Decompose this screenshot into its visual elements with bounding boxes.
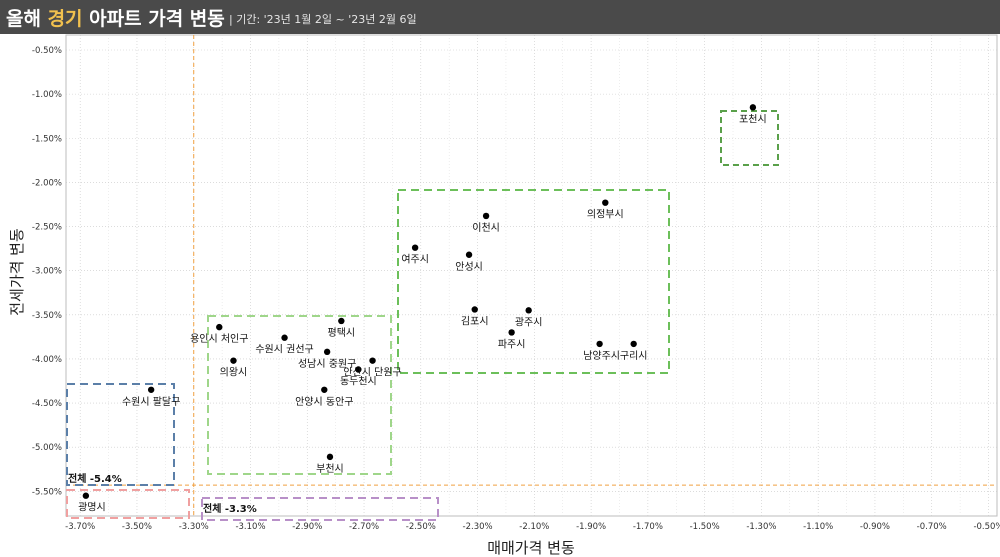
title-highlight: 경기 [47, 8, 83, 30]
x-axis-ticks: -3.70% -3.50% -3.30% -3.10% -2.90% -2.70% -2.5… [65, 522, 1000, 532]
y-tick-label: -1.00% [32, 90, 62, 100]
x-tick-label: -0.90% [860, 522, 890, 532]
x-tick-label: -3.50% [122, 522, 152, 532]
annotation-overall-jeonse: 전체 -5.4% [68, 472, 122, 485]
data-points [82, 104, 757, 499]
data-point-label: 포천시 [739, 113, 767, 125]
x-tick-label: -2.70% [349, 522, 379, 532]
x-tick-label: -1.90% [576, 522, 606, 532]
data-point-label: 안성시 [455, 261, 483, 273]
data-point-label: 용인시 처인구 [190, 333, 248, 345]
data-point-label: 평택시 [328, 327, 356, 339]
y-tick-label: -0.50% [32, 46, 62, 56]
data-point [630, 340, 637, 348]
data-point [281, 334, 288, 341]
data-point [465, 251, 473, 258]
group-box-green [397, 189, 670, 374]
data-point-label: 여주시 [401, 254, 429, 266]
data-point-label: 구리시 [620, 350, 648, 362]
data-point-label: 의왕시 [220, 367, 248, 379]
data-point [82, 492, 90, 499]
x-tick-label: -1.50% [690, 522, 720, 532]
data-point [525, 307, 532, 314]
annotation-overall-sale: 전체 -3.3% [203, 502, 257, 515]
reference-lines [66, 35, 997, 516]
x-tick-label: -1.10% [803, 522, 833, 532]
group-boxes [66, 110, 779, 521]
data-point-label: 광명시 [78, 502, 106, 514]
y-axis-ticks: -0.50% -1.00% -1.50% -2.00% -2.50% -3.00% -3.5… [32, 46, 62, 497]
data-point [411, 244, 419, 251]
data-point [338, 317, 345, 325]
x-tick-label: -0.70% [917, 522, 947, 532]
data-point [230, 357, 237, 364]
data-point-label: 부천시 [316, 463, 344, 475]
data-point [749, 104, 757, 111]
data-point [596, 340, 603, 348]
title-suffix: 아파트 가격 변동 [82, 8, 225, 30]
group-box-light-green [207, 315, 392, 475]
data-point [323, 348, 331, 356]
y-tick-label: -2.00% [32, 178, 62, 188]
data-point-label: 광주시 [515, 316, 543, 328]
y-axis-title: 전세가격 변동 [8, 228, 26, 316]
data-point [321, 386, 328, 393]
data-point [602, 199, 609, 206]
y-tick-label: -3.50% [32, 311, 62, 321]
x-tick-label: -3.70% [65, 522, 95, 532]
data-point [216, 323, 223, 331]
data-point-label: 성남시 중원구 [298, 358, 356, 370]
data-point-label: 이천시 [472, 222, 500, 234]
data-point-label: 파주시 [498, 338, 526, 350]
data-point-label: 안양시 동안구 [295, 396, 353, 408]
x-tick-label: -2.10% [519, 522, 549, 532]
y-tick-label: -4.00% [32, 355, 62, 365]
plot-area [65, 34, 998, 517]
group-box-pink [66, 489, 190, 519]
data-point [369, 357, 376, 364]
group-box-blue [66, 383, 175, 486]
x-tick-label: -1.70% [633, 522, 663, 532]
data-point [471, 306, 478, 313]
x-tick-label: -2.50% [406, 522, 436, 532]
y-tick-label: -2.50% [32, 223, 62, 233]
x-tick-label: -3.30% [179, 522, 209, 532]
data-point [326, 453, 334, 461]
data-point-label: 김포시 [461, 315, 489, 327]
x-tick-label: -3.10% [235, 522, 265, 532]
data-point [355, 366, 362, 373]
y-tick-label: -5.00% [32, 443, 62, 453]
x-tick-label: -2.30% [463, 522, 493, 532]
y-tick-label: -5.50% [32, 487, 62, 497]
group-box-pocheon [720, 110, 779, 166]
data-point-label: 남양주시 [583, 350, 620, 362]
data-point [147, 386, 155, 393]
x-axis-title: 매매가격 변동 [487, 539, 575, 557]
chart-header: 올해 경기 아파트 가격 변동 | 기간: '23년 1월 2일 ~ '23년 … [0, 0, 1000, 34]
data-point-label: 수원시 권선구 [255, 344, 313, 356]
period-text: | 기간: '23년 1월 2일 ~ '23년 2월 6일 [229, 13, 417, 26]
data-point [482, 212, 490, 220]
y-tick-label: -4.50% [32, 399, 62, 409]
title-prefix: 올해 [6, 8, 48, 30]
data-point-label: 동두천시 [340, 375, 377, 387]
chart-title: 올해 경기 아파트 가격 변동 [6, 4, 225, 31]
group-box-purple [201, 497, 439, 521]
y-tick-label: -1.50% [32, 134, 62, 144]
data-point [508, 329, 515, 336]
data-point-label: 안산시 단원구 [343, 367, 401, 379]
x-tick-label: -0.50% [973, 522, 1000, 532]
data-point-label: 수원시 팔달구 [122, 396, 180, 408]
x-tick-label: -1.30% [746, 522, 776, 532]
y-tick-label: -3.00% [32, 267, 62, 277]
x-tick-label: -2.90% [292, 522, 322, 532]
data-point-label: 의정부시 [587, 209, 624, 221]
